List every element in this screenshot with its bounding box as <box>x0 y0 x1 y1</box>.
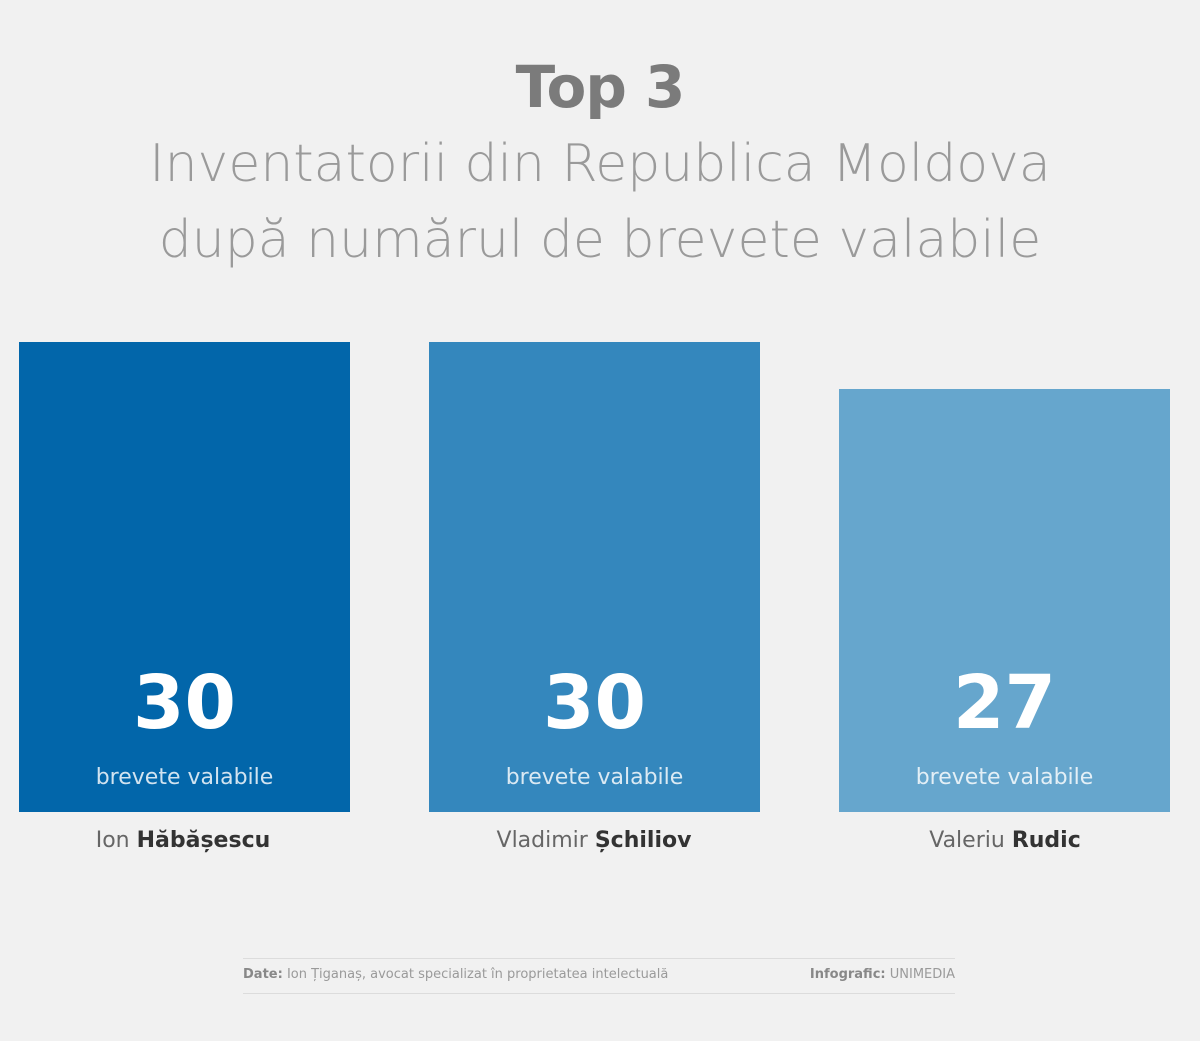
footer-source-label: Date: <box>243 967 283 982</box>
category-label: Valeriu Rudic <box>805 826 1200 856</box>
category-label: Ion Hăbășescu <box>0 826 383 856</box>
footer-credit: Infografic: UNIMEDIA <box>810 959 955 991</box>
bar-unit-label: brevete valabile <box>915 765 1094 790</box>
chart-subtitle-line-2: după numărul de brevete valabile <box>158 210 1042 270</box>
chart-subtitle-line-1: Inventatorii din Republica Moldova <box>149 134 1051 194</box>
category-last-name: Șchiliov <box>594 828 692 853</box>
bar-value-label: 27 <box>953 660 1056 746</box>
bar-unit-label: brevete valabile <box>95 765 274 790</box>
bar-1 <box>19 342 350 812</box>
footer-source-text: Ion Țiganaș, avocat specializat în propr… <box>286 967 669 982</box>
category-first-name: Vladimir <box>496 828 588 853</box>
category-last-name: Rudic <box>1011 828 1081 853</box>
bar-3 <box>839 389 1170 812</box>
bar-value-label: 30 <box>543 660 646 746</box>
category-first-name: Ion <box>95 828 130 853</box>
category-label: Vladimir Șchiliov <box>394 826 794 856</box>
bar-unit-label: brevete valabile <box>505 765 684 790</box>
footer-credit-text: UNIMEDIA <box>889 967 955 982</box>
chart-title: Top 3 <box>515 53 686 121</box>
bar-value-label: 30 <box>133 660 236 746</box>
footer-credit-label: Infografic: <box>809 967 886 982</box>
category-last-name: Hăbășescu <box>136 828 271 853</box>
bar-2 <box>429 342 760 812</box>
category-first-name: Valeriu <box>929 828 1005 853</box>
footer-credits: Date: Ion Țiganaș, avocat specializat în… <box>243 958 955 994</box>
footer-source: Date: Ion Țiganaș, avocat specializat în… <box>243 959 668 991</box>
